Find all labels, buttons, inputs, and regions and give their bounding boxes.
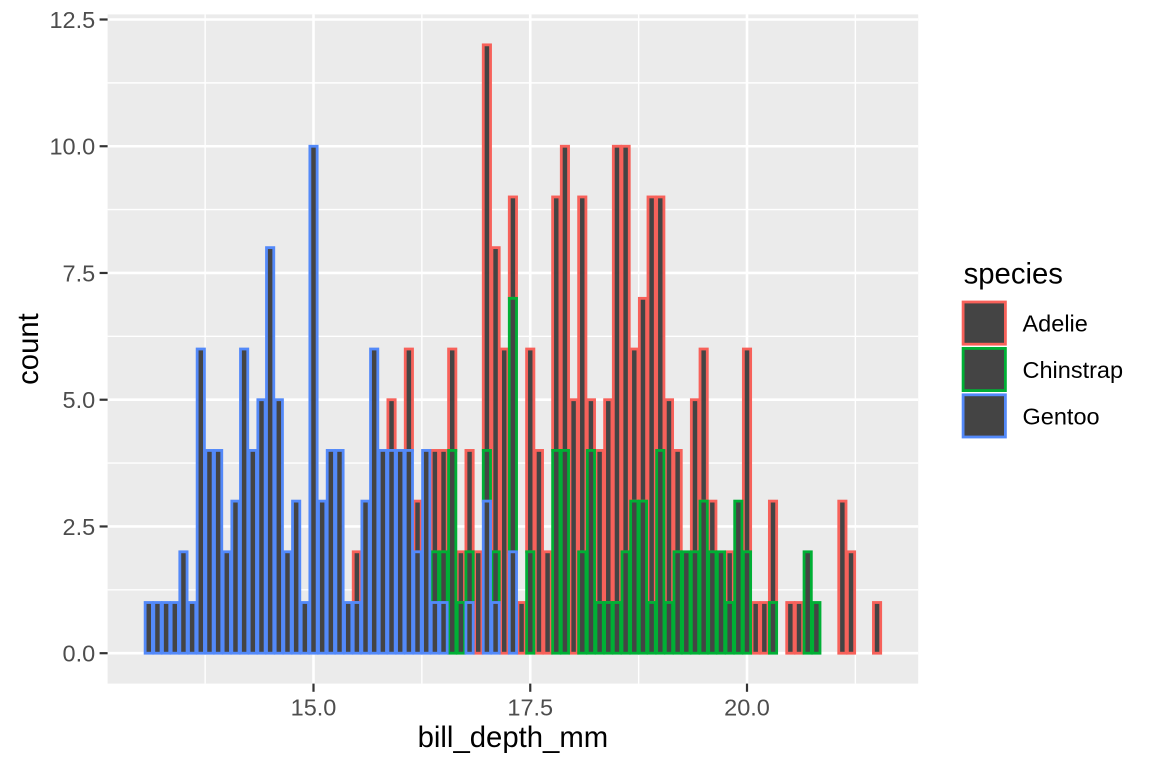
svg-text:Adelie: Adelie [1023,311,1088,337]
svg-text:Gentoo: Gentoo [1023,403,1100,429]
svg-text:12.5: 12.5 [49,7,95,33]
svg-text:Chinstrap: Chinstrap [1023,357,1124,383]
svg-text:7.5: 7.5 [63,260,96,286]
svg-text:17.5: 17.5 [507,695,553,721]
svg-text:10.0: 10.0 [49,134,95,160]
svg-text:bill_depth_mm: bill_depth_mm [418,721,609,754]
svg-text:20.0: 20.0 [724,695,770,721]
svg-text:species: species [964,258,1063,291]
svg-text:0.0: 0.0 [63,641,96,667]
svg-text:count: count [12,313,45,385]
svg-text:2.5: 2.5 [63,514,96,540]
svg-text:5.0: 5.0 [63,387,96,413]
svg-text:15.0: 15.0 [291,695,337,721]
